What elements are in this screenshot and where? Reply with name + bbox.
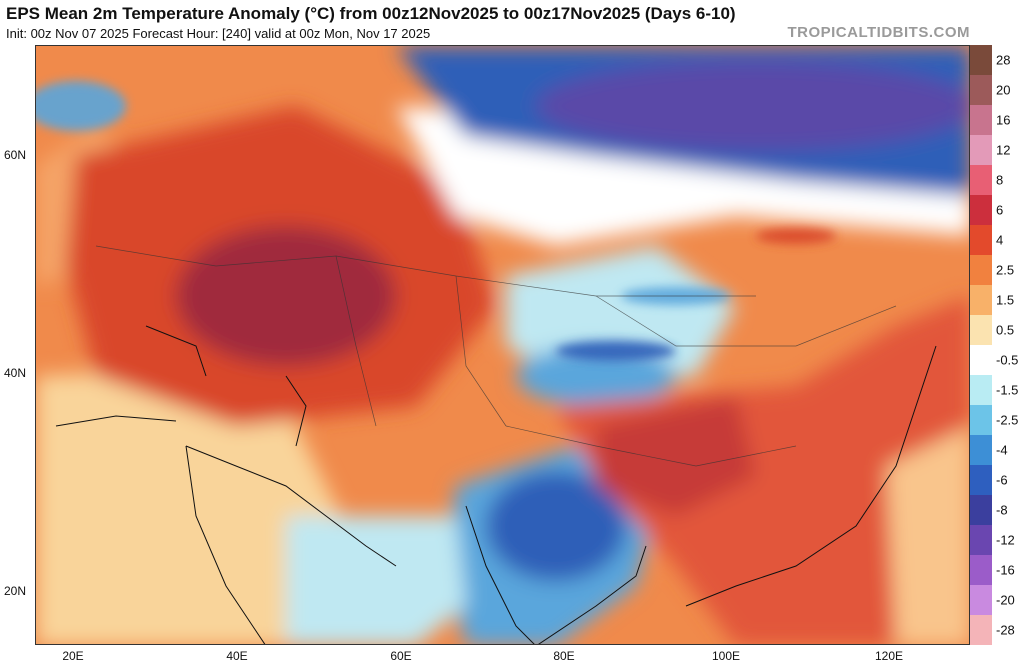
colorbar-label: 6 bbox=[996, 202, 1004, 218]
coastline-caspian bbox=[285, 375, 307, 447]
colorbar-label: 12 bbox=[996, 142, 1011, 158]
border-line-b bbox=[335, 255, 377, 427]
brand-watermark: TROPICALTIDBITS.COM bbox=[787, 24, 970, 41]
temperature-anomaly-map bbox=[35, 45, 970, 645]
colorbar-swatch bbox=[970, 585, 992, 615]
colorbar-swatch bbox=[970, 165, 992, 195]
lon-label-40e: 40E bbox=[226, 649, 248, 663]
coastline-black-sea bbox=[145, 325, 207, 377]
map-canvas bbox=[36, 46, 969, 644]
map-subtitle: Init: 00z Nov 07 2025 Forecast Hour: [24… bbox=[6, 26, 431, 41]
colorbar-swatch bbox=[970, 615, 992, 645]
colorbar-swatch bbox=[970, 315, 992, 345]
lon-label-80e: 80E bbox=[553, 649, 575, 663]
colorbar-legend: 28 20 16 12 8 6 4 2.5 1.5 0.5 -0.5 -1.5 -2.5 -4 -6 -8 -1… bbox=[970, 45, 1024, 645]
colorbar-swatch bbox=[970, 375, 992, 405]
colorbar-swatch bbox=[970, 405, 992, 435]
anomaly-warm-tibet-core bbox=[596, 396, 756, 516]
colorbar-swatch bbox=[970, 255, 992, 285]
colorbar-swatch bbox=[970, 465, 992, 495]
coastline-lines bbox=[55, 325, 937, 644]
border-line-e bbox=[595, 295, 897, 347]
colorbar-swatch bbox=[970, 435, 992, 465]
colorbar-swatch bbox=[970, 45, 992, 75]
anomaly-cool-scandinavia bbox=[36, 81, 126, 131]
border-lines bbox=[95, 245, 897, 467]
border-line-d bbox=[505, 425, 797, 467]
colorbar-label: -4 bbox=[996, 442, 1008, 458]
anomaly-very-cold-arctic bbox=[536, 61, 969, 151]
colorbar-label: -2.5 bbox=[996, 412, 1019, 428]
colorbar-label: -0.5 bbox=[996, 352, 1019, 368]
colorbar-swatch bbox=[970, 555, 992, 585]
colorbar-swatch bbox=[970, 135, 992, 165]
colorbar-swatch bbox=[970, 225, 992, 255]
coastline-india-west bbox=[465, 505, 535, 644]
anomaly-slight-warm-east-china-sea bbox=[886, 426, 969, 644]
border-line-a bbox=[95, 245, 756, 297]
lon-label-120e: 120E bbox=[874, 649, 904, 663]
anomaly-slight-cool-arabian-sea bbox=[286, 516, 466, 644]
anomaly-strong-warm-core bbox=[176, 226, 396, 366]
colorbar-label: 8 bbox=[996, 172, 1004, 188]
coastline-red-sea bbox=[185, 445, 266, 644]
colorbar-label: 0.5 bbox=[996, 322, 1015, 338]
coastline-china-east bbox=[685, 345, 937, 607]
colorbar-label: 16 bbox=[996, 112, 1011, 128]
coastline-india-east bbox=[538, 545, 647, 644]
lon-label-20e: 20E bbox=[62, 649, 84, 663]
lat-label-60n: 60N bbox=[4, 148, 27, 162]
map-title: EPS Mean 2m Temperature Anomaly (°C) fro… bbox=[6, 4, 736, 23]
colorbar-label: -20 bbox=[996, 592, 1015, 608]
colorbar-label: -1.5 bbox=[996, 382, 1019, 398]
border-line-c bbox=[455, 275, 507, 427]
anomaly-warm-streak-baikal bbox=[756, 228, 836, 244]
colorbar-swatch bbox=[970, 105, 992, 135]
coastline-mediterranean bbox=[55, 415, 177, 427]
anomaly-slight-warm-arabia bbox=[36, 366, 366, 644]
colorbar-label: -16 bbox=[996, 562, 1015, 578]
lon-label-100e: 100E bbox=[711, 649, 741, 663]
colorbar-label: 4 bbox=[996, 232, 1004, 248]
colorbar-label: 28 bbox=[996, 52, 1011, 68]
lat-label-40n: 40N bbox=[4, 366, 27, 380]
anomaly-cool-tarim bbox=[516, 346, 676, 406]
anomaly-warm-china-tibet bbox=[556, 296, 969, 644]
coastline-arabia-north bbox=[185, 445, 397, 567]
colorbar-label: -6 bbox=[996, 472, 1008, 488]
colorbar-label: -28 bbox=[996, 622, 1015, 638]
colorbar-label: -12 bbox=[996, 532, 1015, 548]
colorbar-swatch bbox=[970, 75, 992, 105]
colorbar-swatch bbox=[970, 285, 992, 315]
colorbar-label: 20 bbox=[996, 82, 1011, 98]
colorbar-label: 2.5 bbox=[996, 262, 1015, 278]
colorbar-swatch bbox=[970, 495, 992, 525]
colorbar-label: 1.5 bbox=[996, 292, 1015, 308]
anomaly-cold-streak-1 bbox=[556, 341, 676, 361]
anomaly-cold-india-core bbox=[486, 471, 626, 581]
colorbar-label: -8 bbox=[996, 502, 1008, 518]
lat-label-20n: 20N bbox=[4, 584, 27, 598]
lon-label-60e: 60E bbox=[390, 649, 412, 663]
colorbar-swatch bbox=[970, 195, 992, 225]
colorbar-swatch bbox=[970, 525, 992, 555]
colorbar-swatch bbox=[970, 345, 992, 375]
